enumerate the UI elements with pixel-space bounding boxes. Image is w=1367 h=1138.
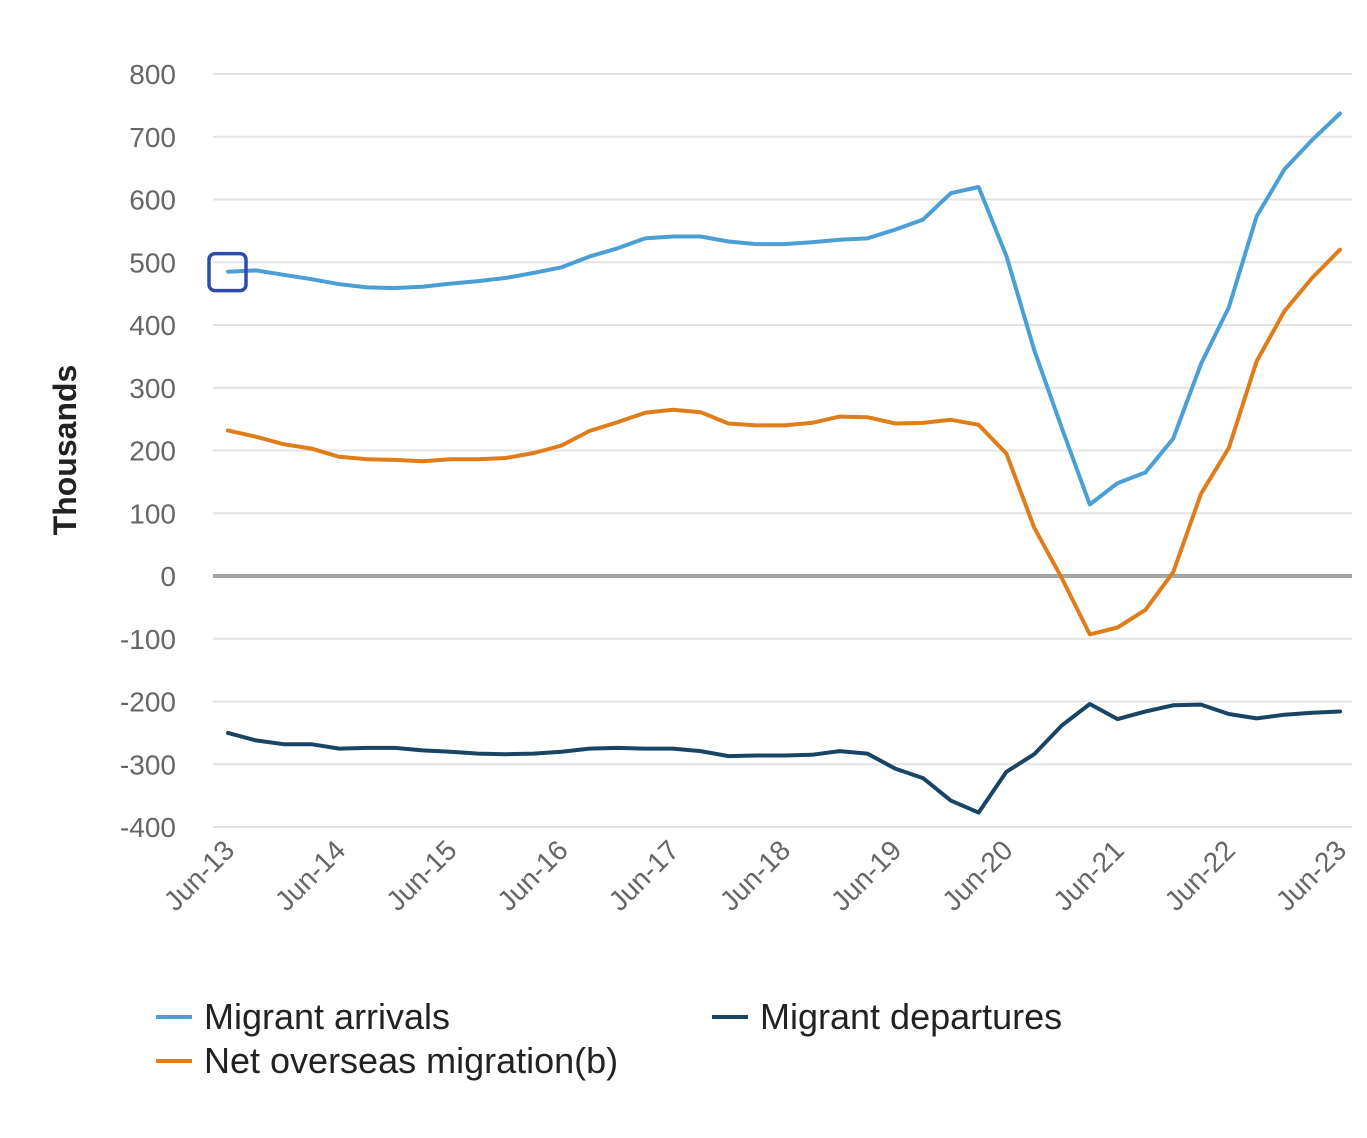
legend-label-arrivals: Migrant arrivals (204, 996, 451, 1037)
x-tick-label: Jun-15 (380, 834, 462, 916)
y-tick-label: 100 (129, 498, 176, 529)
legend-label-departures: Migrant departures (760, 996, 1063, 1037)
legend-swatch-arrivals (156, 1015, 192, 1019)
y-axis-ticks: 800 700 600 500 400 300 200 100 0 -100 -200 -300 -40… (120, 59, 176, 843)
x-tick-label: Jun-13 (158, 834, 240, 916)
legend-swatch-net (156, 1059, 192, 1063)
y-tick-label: 200 (129, 436, 176, 467)
y-tick-label: 600 (129, 185, 176, 216)
series-lines (226, 111, 1342, 815)
y-axis-label: Thousands (47, 365, 83, 536)
y-tick-label: -400 (120, 812, 176, 843)
x-tick-label: Jun-22 (1159, 834, 1241, 916)
x-tick-label: Jun-16 (491, 834, 573, 916)
x-tick-label: Jun-20 (936, 834, 1018, 916)
x-tick-label: Jun-14 (269, 834, 351, 916)
highlight-marker (207, 251, 248, 293)
legend-item-departures: Migrant departures (712, 996, 1062, 1038)
highlight-box (207, 251, 248, 293)
legend-item-arrivals: Migrant arrivals (156, 996, 450, 1038)
series-line-1 (226, 111, 1342, 507)
x-tick-label: Jun-18 (714, 834, 796, 916)
x-tick-label: Jun-19 (825, 834, 907, 916)
y-tick-label: -300 (120, 749, 176, 780)
y-tick-label: 700 (129, 122, 176, 153)
series-line-3 (226, 702, 1342, 815)
x-tick-label: Jun-21 (1047, 834, 1129, 916)
legend: Migrant arrivals Migrant departures Net … (156, 996, 1256, 1096)
series-line-2 (226, 247, 1342, 637)
y-tick-label: 500 (129, 247, 176, 278)
y-tick-label: -200 (120, 687, 176, 718)
y-tick-label: -100 (120, 624, 176, 655)
y-tick-label: 300 (129, 373, 176, 404)
y-tick-label: 400 (129, 310, 176, 341)
legend-swatch-departures (712, 1015, 748, 1019)
line-chart: 800 700 600 500 400 300 200 100 0 -100 -200 -300 -40… (47, 59, 1352, 917)
x-tick-label: Jun-23 (1270, 834, 1352, 916)
x-axis-ticks: Jun-13 Jun-14 Jun-15 Jun-16 Jun-17 Jun-18 Jun-… (158, 834, 1352, 916)
legend-item-net: Net overseas migration(b) (156, 1040, 618, 1082)
y-tick-label: 0 (160, 561, 176, 592)
y-tick-label: 800 (129, 59, 176, 90)
gridlines (213, 73, 1352, 828)
legend-label-net: Net overseas migration(b) (204, 1040, 619, 1081)
x-tick-label: Jun-17 (603, 834, 685, 916)
